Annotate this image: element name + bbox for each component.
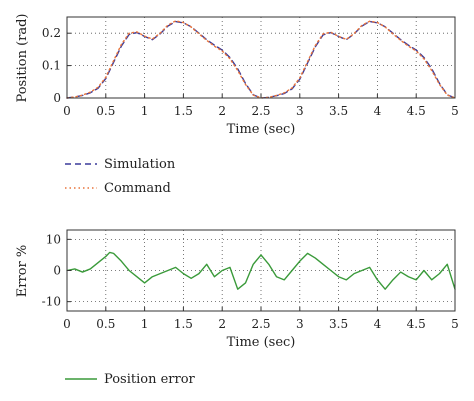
error-chart-x-tick-label: 4.5 xyxy=(407,317,426,331)
error-chart-y-tick-label: -10 xyxy=(42,295,61,309)
error-chart-x-tick-label: 1 xyxy=(141,317,149,331)
position-chart-y-ticks: 0 0.1 0.2 xyxy=(42,26,71,105)
error-chart-x-tick-label: 1.5 xyxy=(174,317,193,331)
position-chart-x-axis-label: Time (sec) xyxy=(227,122,296,137)
error-chart-x-ticks: 0 0.5 1 1.5 2 2.5 3 3.5 4 4.5 5 xyxy=(63,307,459,331)
position-chart-y-axis-label: Position (rad) xyxy=(15,13,30,102)
error-chart-series-group xyxy=(66,251,456,290)
legend-label-command: Command xyxy=(104,181,171,196)
error-chart-x-tick-label: 4 xyxy=(374,317,382,331)
error-chart-y-axis-label: Error % xyxy=(15,245,30,297)
error-chart-grid xyxy=(66,230,456,311)
error-chart-x-tick-label: 2 xyxy=(218,317,226,331)
position-chart-x-tick-label: 2.5 xyxy=(251,104,270,118)
error-chart: 0 0.5 1 1.5 2 2.5 3 3.5 4 4.5 5 100-10 Time (sec) … xyxy=(15,229,459,350)
error-chart-x-tick-label: 2.5 xyxy=(251,317,270,331)
position-chart-y-tick-label: 0.1 xyxy=(42,59,61,73)
error-chart-y-ticks: 10 0 -10 xyxy=(42,232,71,309)
error-chart-series-position-error xyxy=(66,251,456,290)
position-chart-series-command xyxy=(66,20,456,99)
position-chart-x-tick-label: 3 xyxy=(296,104,304,118)
error-chart-x-tick-label: 0 xyxy=(63,317,71,331)
error-chart-y-tick-label: 0 xyxy=(53,264,61,278)
position-chart-series-group xyxy=(66,20,456,99)
position-chart-grid xyxy=(66,17,456,99)
position-chart-x-tick-label: 0.5 xyxy=(96,104,115,118)
legend-label-position-error: Position error xyxy=(104,372,196,387)
position-chart-x-tick-label: 3.5 xyxy=(329,104,348,118)
legend-label-simulation: Simulation xyxy=(104,157,176,172)
error-chart-x-axis-label: Time (sec) xyxy=(227,335,296,350)
error-chart-legend: Position error xyxy=(65,372,196,387)
position-chart-x-tick-label: 4 xyxy=(374,104,382,118)
position-chart-legend: Simulation Command xyxy=(65,157,176,196)
position-chart-y-tick-label: 0 xyxy=(53,91,61,105)
error-chart-x-tick-label: 0.5 xyxy=(96,317,115,331)
position-chart-series-simulation xyxy=(66,20,456,99)
position-chart: 0 0.5 1 1.5 2 2.5 3 3.5 4 4.5 5 0 0.1 0.2 Time (sec)… xyxy=(15,13,459,137)
position-chart-x-tick-label: 1 xyxy=(141,104,149,118)
error-chart-y-tick-label: 10 xyxy=(46,232,61,246)
error-chart-x-tick-label: 5 xyxy=(451,317,459,331)
position-chart-y-tick-label: 0.2 xyxy=(42,26,61,40)
position-chart-x-tick-label: 2 xyxy=(218,104,226,118)
error-chart-x-tick-label: 3 xyxy=(296,317,304,331)
position-chart-x-tick-label: 1.5 xyxy=(174,104,193,118)
position-chart-x-tick-label: 5 xyxy=(451,104,459,118)
position-chart-x-tick-label: 4.5 xyxy=(407,104,426,118)
position-chart-x-tick-label: 0 xyxy=(63,104,71,118)
position-chart-x-ticks: 0 0.5 1 1.5 2 2.5 3 3.5 4 4.5 5 xyxy=(63,94,459,118)
error-chart-x-tick-label: 3.5 xyxy=(329,317,348,331)
